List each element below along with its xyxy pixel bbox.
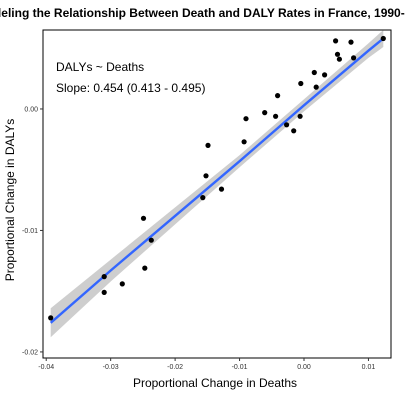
- data-point: [148, 237, 154, 243]
- fit-line-layer: [49, 37, 385, 324]
- data-point: [241, 139, 247, 145]
- y-axis-ticks: -0.02 -0.01 0.00: [22, 106, 43, 356]
- data-point: [322, 72, 328, 78]
- x-tick-label: -0.01: [232, 364, 248, 371]
- y-tick-label: 0.00: [24, 106, 38, 113]
- data-point: [205, 142, 211, 148]
- x-axis-title: Proportional Change in Deaths: [133, 376, 297, 390]
- data-point: [311, 69, 317, 76]
- x-tick-label: -0.03: [103, 364, 119, 371]
- data-point: [262, 110, 268, 116]
- data-point: [119, 281, 125, 287]
- data-point: [140, 215, 147, 221]
- x-tick-label: -0.04: [38, 364, 54, 371]
- data-point: [101, 289, 107, 295]
- data-point: [275, 93, 281, 99]
- confidence-band: [50, 30, 384, 338]
- data-point: [348, 39, 354, 45]
- x-tick-label: -0.02: [167, 364, 183, 371]
- data-point: [101, 274, 107, 280]
- points-layer: [48, 35, 386, 321]
- y-tick-label: -0.02: [22, 349, 38, 356]
- y-tick-label: -0.01: [22, 228, 38, 235]
- data-point: [273, 113, 279, 119]
- data-point: [351, 55, 357, 61]
- data-point: [291, 128, 297, 134]
- y-axis-title: Proportional Change in DALYs: [3, 119, 17, 282]
- annotation-slope: Slope: 0.454 (0.413 - 0.495): [56, 81, 205, 95]
- confidence-band-layer: [50, 30, 384, 338]
- data-point: [297, 113, 303, 119]
- data-point: [380, 35, 386, 42]
- data-point: [334, 51, 341, 57]
- data-point: [284, 122, 290, 128]
- data-point: [298, 80, 304, 87]
- data-point: [48, 315, 54, 321]
- x-axis-ticks: -0.04 -0.03 -0.02 -0.01 0.00 0.01: [38, 358, 375, 371]
- chart-title: Modeling the Relationship Between Death …: [0, 6, 405, 20]
- fit-line: [49, 37, 385, 324]
- data-point: [313, 84, 319, 90]
- x-tick-label: 0.01: [362, 364, 376, 371]
- data-point: [243, 116, 249, 122]
- data-point: [200, 195, 206, 201]
- annotation-formula: DALYs ~ Deaths: [56, 60, 144, 74]
- data-point: [333, 38, 339, 44]
- x-tick-label: 0.00: [297, 364, 311, 371]
- data-point: [203, 173, 209, 179]
- data-point: [336, 56, 342, 62]
- data-point: [218, 186, 225, 192]
- plot-panel: [42, 29, 392, 359]
- data-point: [142, 265, 148, 271]
